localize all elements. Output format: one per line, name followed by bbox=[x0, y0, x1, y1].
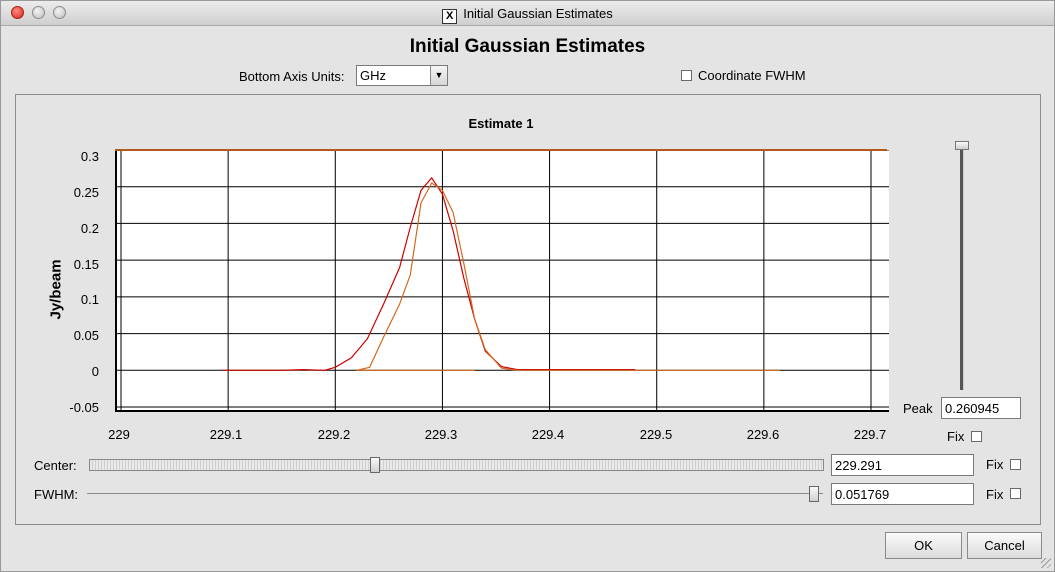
data-series-line bbox=[222, 176, 636, 371]
resize-grip-icon[interactable] bbox=[1041, 558, 1051, 568]
ok-button[interactable]: OK bbox=[885, 532, 962, 559]
fwhm-fix-checkbox[interactable] bbox=[1010, 488, 1021, 499]
plot-title: Estimate 1 bbox=[468, 116, 534, 131]
y-tick-label: 0.3 bbox=[80, 149, 99, 164]
plot-area[interactable] bbox=[115, 150, 889, 412]
close-icon[interactable] bbox=[11, 6, 24, 19]
peak-slider-track[interactable] bbox=[960, 144, 964, 390]
title-bar[interactable]: X Initial Gaussian Estimates bbox=[1, 1, 1054, 26]
peak-input[interactable]: 0.260945 bbox=[941, 397, 1021, 419]
fwhm-slider-track[interactable] bbox=[87, 493, 823, 494]
center-slider[interactable] bbox=[89, 459, 824, 471]
gaussian-estimate-line bbox=[356, 182, 780, 371]
x-tick-label: 229.6 bbox=[746, 427, 780, 442]
x-tick-label: 229.3 bbox=[424, 427, 458, 442]
y-tick-label: 0.1 bbox=[80, 292, 99, 307]
window-title: X Initial Gaussian Estimates bbox=[1, 6, 1054, 24]
x11-icon: X bbox=[442, 9, 458, 24]
x-tick-label: 229.7 bbox=[853, 427, 887, 442]
center-fix-checkbox[interactable] bbox=[1010, 459, 1021, 470]
y-tick-label: 0.25 bbox=[73, 185, 99, 200]
center-label: Center: bbox=[34, 458, 77, 473]
bottom-axis-units-select[interactable]: GHz ▼ bbox=[356, 65, 448, 86]
minimize-icon[interactable] bbox=[32, 6, 45, 19]
y-tick-label: 0.2 bbox=[80, 221, 99, 236]
x-tick-label: 229.5 bbox=[639, 427, 673, 442]
plot-canvas bbox=[117, 150, 889, 410]
peak-marker-line bbox=[115, 149, 887, 151]
y-tick-label: 0 bbox=[91, 364, 99, 379]
peak-slider-thumb[interactable] bbox=[955, 141, 969, 150]
center-input[interactable]: 229.291 bbox=[831, 454, 974, 476]
center-slider-thumb[interactable] bbox=[369, 457, 380, 473]
window-title-text: Initial Gaussian Estimates bbox=[463, 6, 613, 21]
zoom-icon[interactable] bbox=[53, 6, 66, 19]
fwhm-slider-thumb[interactable] bbox=[809, 486, 819, 502]
x-tick-label: 229.2 bbox=[317, 427, 351, 442]
fwhm-input[interactable]: 0.051769 bbox=[831, 483, 974, 505]
bottom-axis-units-value: GHz bbox=[360, 68, 386, 83]
x-tick-label: 229.4 bbox=[531, 427, 565, 442]
dropdown-arrow-icon[interactable]: ▼ bbox=[430, 66, 447, 85]
coordinate-fwhm-checkbox[interactable] bbox=[681, 70, 692, 81]
y-tick-label: 0.15 bbox=[73, 257, 99, 272]
center-fix-label: Fix bbox=[986, 457, 1004, 472]
x-tick-label: 229.1 bbox=[209, 427, 243, 442]
coordinate-fwhm-label: Coordinate FWHM bbox=[698, 68, 806, 83]
peak-fix-label: Fix bbox=[947, 429, 965, 444]
peak-label: Peak bbox=[903, 401, 933, 416]
x-tick-label: 229 bbox=[108, 427, 130, 442]
y-tick-label: 0.05 bbox=[73, 328, 99, 343]
bottom-axis-units-label: Bottom Axis Units: bbox=[239, 69, 345, 84]
fwhm-fix-label: Fix bbox=[986, 487, 1004, 502]
y-tick-label: -0.05 bbox=[69, 400, 99, 415]
dialog-heading: Initial Gaussian Estimates bbox=[409, 36, 646, 57]
cancel-button[interactable]: Cancel bbox=[967, 532, 1042, 559]
fwhm-label: FWHM: bbox=[34, 487, 79, 502]
peak-fix-checkbox[interactable] bbox=[971, 431, 982, 442]
